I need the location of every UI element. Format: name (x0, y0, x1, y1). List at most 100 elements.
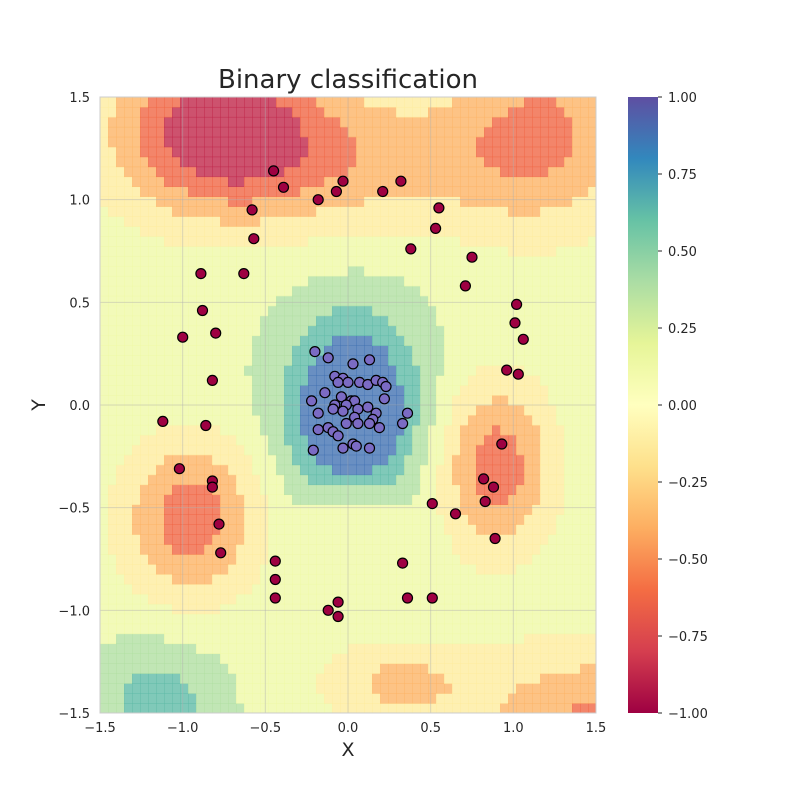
contour-cell (180, 315, 189, 327)
contour-cell (588, 106, 596, 118)
contour-cell (228, 246, 237, 257)
contour-cell (132, 365, 141, 376)
contour-cell (468, 295, 477, 307)
contour-cell (388, 405, 397, 416)
contour-cell (308, 573, 317, 585)
contour-cell (556, 683, 565, 694)
contour-cell (380, 345, 389, 356)
contour-cell (356, 106, 365, 118)
contour-cell (492, 494, 501, 505)
contour-cell (220, 126, 229, 138)
contour-cell (228, 464, 237, 476)
contour-cell (252, 106, 261, 118)
contour-cell (108, 703, 117, 713)
contour-cell (436, 703, 445, 713)
contour-cell (236, 464, 245, 476)
contour-cell (468, 395, 477, 406)
contour-cell (548, 206, 557, 217)
contour-cell (260, 464, 269, 476)
contour-cell (548, 563, 557, 575)
contour-cell (388, 365, 397, 376)
contour-cell (588, 265, 596, 277)
contour-cell (148, 255, 157, 267)
contour-cell (436, 474, 445, 486)
contour-cell (444, 414, 453, 426)
contour-cell (492, 246, 501, 257)
contour-cell (428, 325, 437, 337)
contour-cell (180, 97, 189, 108)
contour-cell (140, 315, 149, 327)
contour-cell (516, 593, 525, 605)
contour-cell (572, 206, 581, 217)
contour-cell (532, 673, 541, 684)
contour-cell (436, 305, 445, 317)
contour-cell (308, 255, 317, 267)
contour-cell (484, 335, 493, 346)
contour-cell (172, 196, 181, 207)
contour-cell (260, 683, 269, 694)
contour-cell (244, 673, 253, 684)
contour-cell (404, 464, 413, 476)
contour-cell (188, 464, 197, 476)
contour-cell (260, 176, 269, 188)
contour-cell (284, 663, 293, 674)
contour-cell (324, 464, 333, 476)
colorbar-tick-label: 0.00 (668, 399, 697, 414)
contour-cell (252, 136, 261, 148)
contour-cell (140, 156, 149, 168)
contour-cell (572, 464, 581, 476)
contour-cell (388, 434, 397, 446)
contour-cell (428, 464, 437, 476)
contour-cell (540, 305, 549, 317)
contour-cell (292, 444, 301, 456)
contour-cell (404, 563, 413, 575)
contour-cell (300, 474, 309, 486)
contour-cell (212, 206, 221, 217)
contour-cell (332, 554, 341, 565)
contour-cell (316, 673, 325, 684)
contour-cell (316, 295, 325, 307)
contour-cell (524, 156, 533, 168)
contour-cell (316, 633, 325, 645)
contour-cell (588, 255, 596, 267)
contour-cell (164, 424, 173, 436)
contour-cell (244, 375, 253, 386)
contour-cell (124, 146, 133, 158)
contour-cell (468, 444, 477, 456)
contour-cell (468, 275, 477, 287)
contour-cell (364, 156, 373, 168)
contour-cell (532, 206, 541, 217)
contour-cell (452, 206, 461, 217)
contour-cell (148, 365, 157, 376)
contour-cell (132, 285, 141, 297)
contour-cell (316, 226, 325, 237)
contour-cell (556, 365, 565, 376)
contour-cell (140, 424, 149, 436)
contour-cell (276, 663, 285, 674)
contour-cell (276, 424, 285, 436)
contour-cell (428, 246, 437, 257)
contour-cell (364, 305, 373, 317)
contour-cell (540, 653, 549, 664)
contour-cell (588, 365, 596, 376)
contour-cell (532, 603, 541, 615)
contour-cell (124, 186, 133, 197)
contour-cell (492, 653, 501, 664)
contour-cell (492, 405, 501, 416)
contour-cell (396, 365, 405, 376)
contour-cell (132, 146, 141, 158)
contour-cell (252, 593, 261, 605)
contour-cell (468, 246, 477, 257)
contour-cell (476, 97, 485, 108)
contour-cell (220, 683, 229, 694)
contour-cell (564, 534, 573, 545)
contour-cell (188, 156, 197, 168)
contour-cell (284, 275, 293, 287)
point-class-negative (426, 498, 438, 510)
contour-cell (388, 335, 397, 346)
contour-cell (412, 514, 421, 525)
contour-cell (444, 375, 453, 386)
contour-cell (412, 315, 421, 327)
contour-cell (580, 633, 589, 645)
contour-cell (196, 116, 205, 128)
